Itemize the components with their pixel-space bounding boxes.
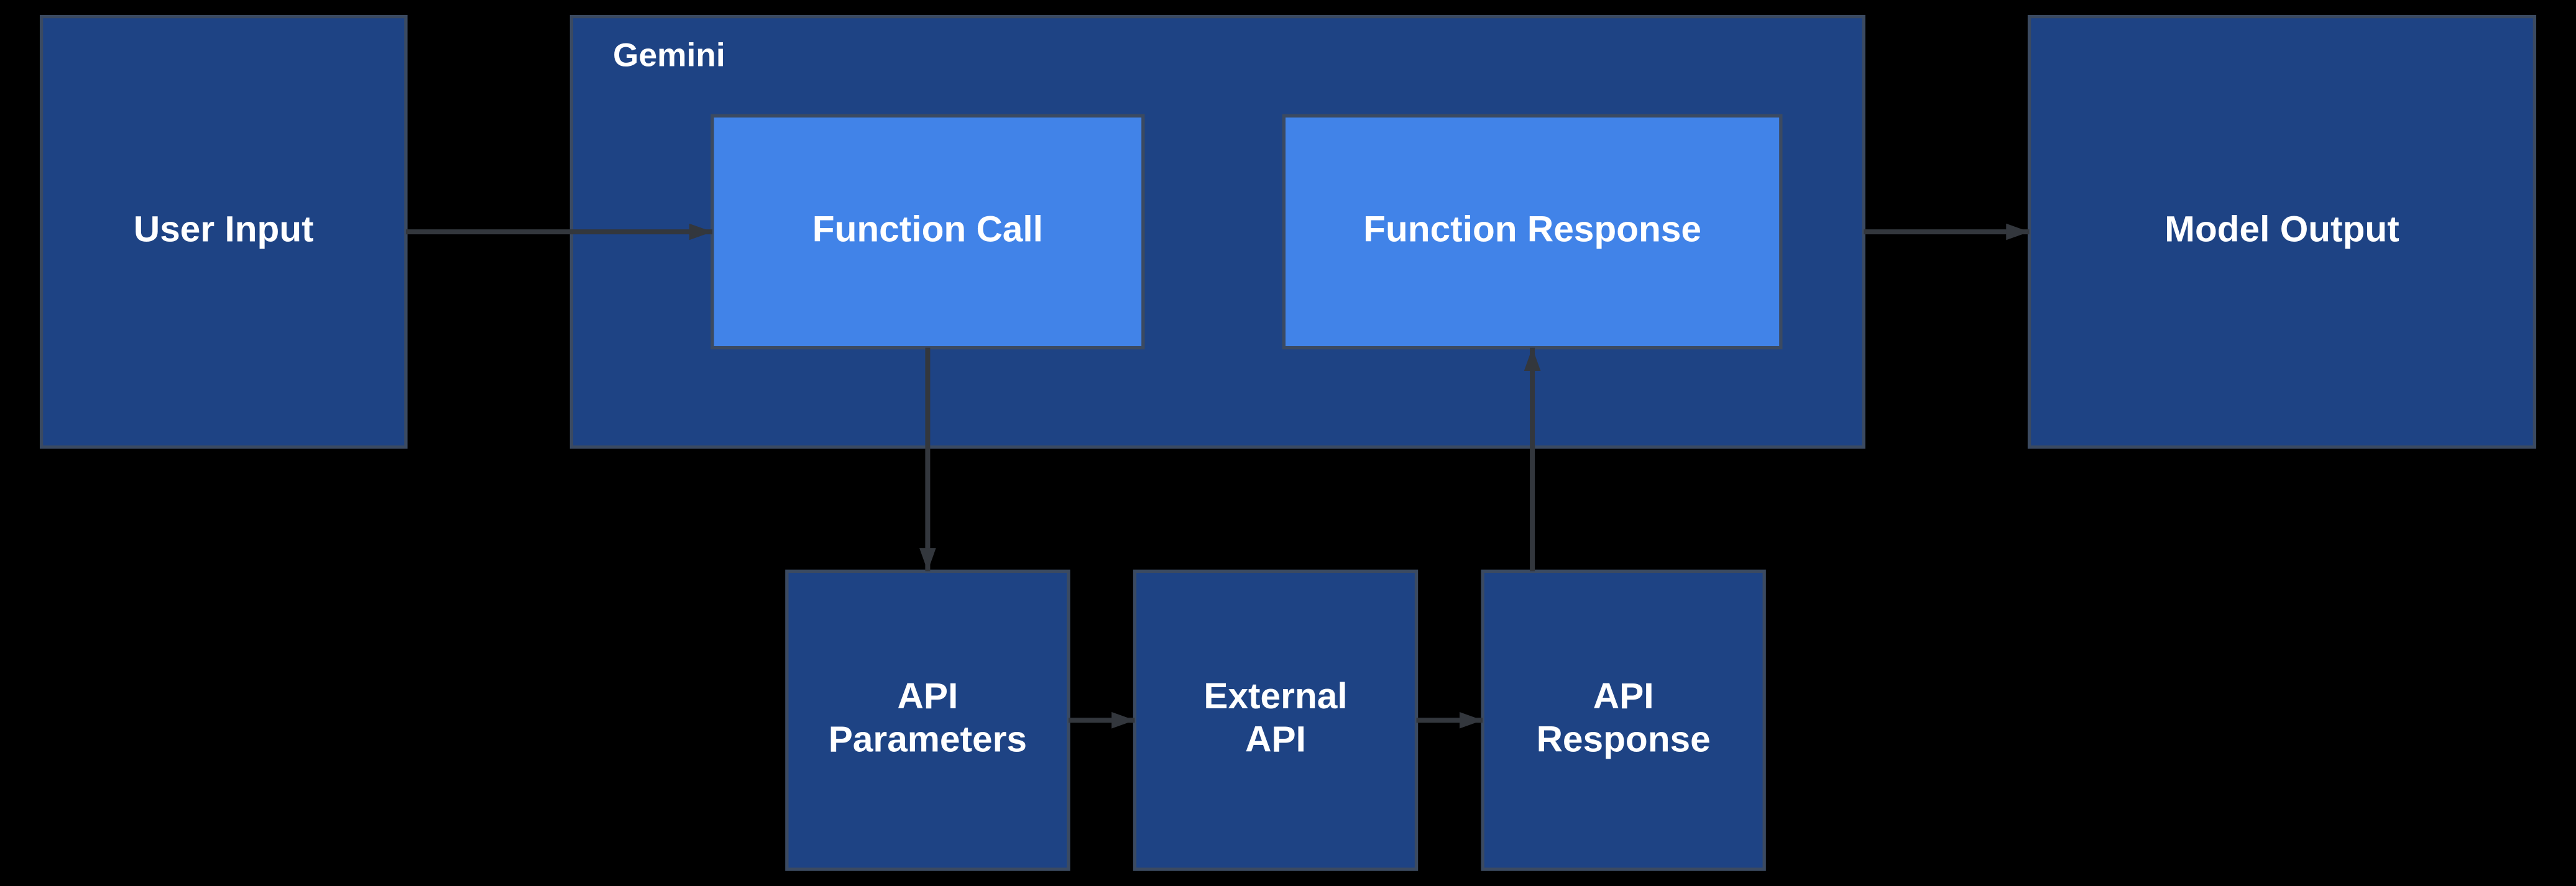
flow-diagram: Gemini User Input Function Call Function Re… xyxy=(0,0,2576,886)
node-label: API xyxy=(898,676,959,716)
node-label: API xyxy=(1593,676,1654,716)
container-label: Gemini xyxy=(613,37,725,74)
node-label: External xyxy=(1203,676,1347,716)
node-api_parameters: APIParameters xyxy=(787,571,1069,869)
node-external_api: ExternalAPI xyxy=(1134,571,1416,869)
node-label: Function Response xyxy=(1363,209,1701,250)
node-api_response: APIResponse xyxy=(1483,571,1764,869)
node-label: Function Call xyxy=(812,209,1043,250)
node-label: Response xyxy=(1537,719,1711,759)
node-label: User Input xyxy=(134,209,314,250)
node-label: Parameters xyxy=(829,719,1027,759)
node-user_input: User Input xyxy=(42,17,406,447)
node-label: Model Output xyxy=(2164,209,2399,250)
node-function_call: Function Call xyxy=(712,116,1143,348)
node-model_output: Model Output xyxy=(2030,17,2535,447)
node-function_response: Function Response xyxy=(1284,116,1780,348)
node-label: API xyxy=(1245,719,1306,759)
